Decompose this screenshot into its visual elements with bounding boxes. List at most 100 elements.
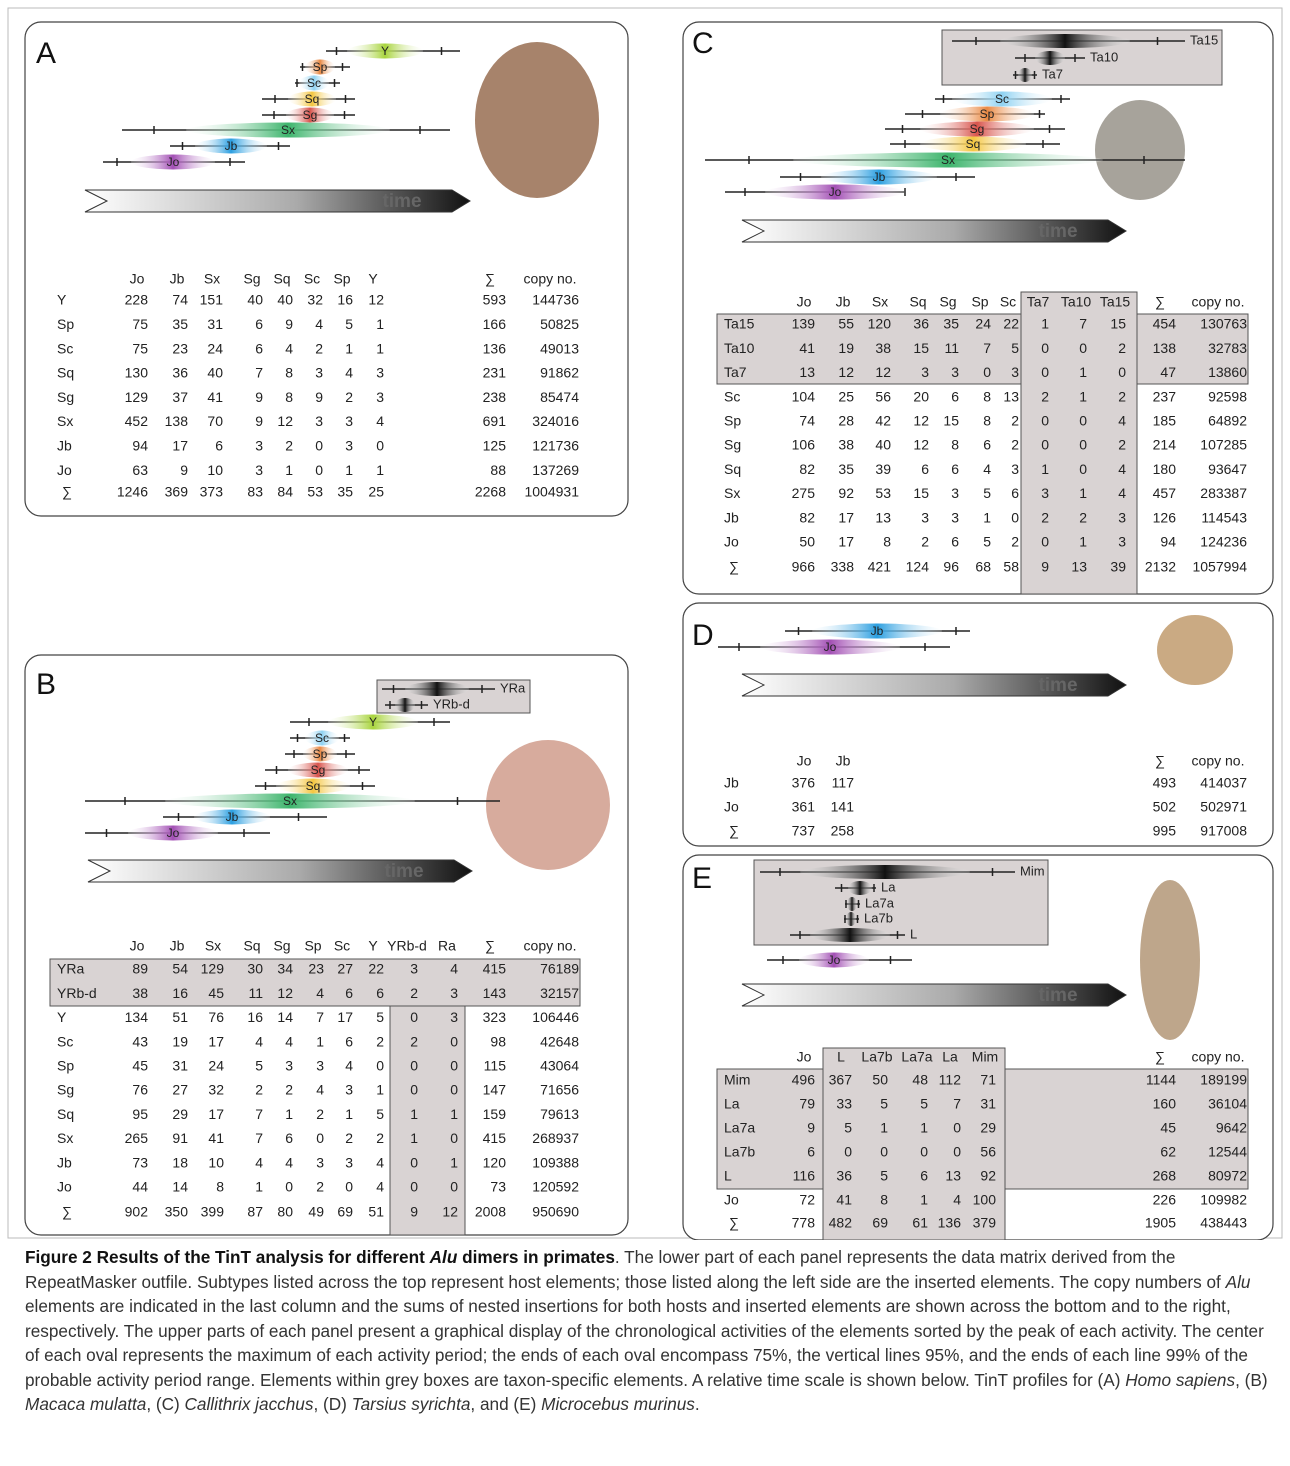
panel-label: D: [692, 619, 714, 652]
cell-value: 2: [316, 1106, 324, 1122]
row-label: Jo: [724, 534, 739, 550]
animal-illustration: [1157, 615, 1233, 685]
cell-value: 5: [376, 1009, 384, 1025]
cell-value: 36: [836, 1168, 852, 1184]
cell-value: 2: [1011, 534, 1019, 550]
copy-number: 1004931: [524, 484, 579, 500]
cell-value: 34: [277, 961, 293, 977]
column-header: Sc: [1000, 294, 1016, 310]
row-sum: 2132: [1145, 559, 1176, 575]
cell-value: 84: [277, 484, 293, 500]
cell-value: 0: [345, 1179, 353, 1195]
copy-number: 71656: [540, 1082, 579, 1098]
cell-value: 4: [983, 461, 991, 477]
copy-number: 1057994: [1192, 559, 1247, 575]
row-sum: 136: [483, 340, 507, 356]
cell-value: 69: [872, 1215, 888, 1231]
cell-value: 29: [980, 1120, 996, 1136]
column-header: Sc: [334, 938, 350, 954]
animal-illustration: [475, 42, 599, 198]
cell-value: 31: [207, 316, 223, 332]
cell-value: 13: [875, 509, 891, 525]
cell-value: 38: [875, 340, 891, 356]
cell-value: 40: [277, 292, 293, 308]
activity-label: Sq: [306, 779, 321, 793]
caption-title: Figure 2 Results of the TinT analysis fo…: [25, 1247, 430, 1267]
cell-value: 9: [285, 316, 293, 332]
cell-value: 74: [799, 413, 815, 429]
cell-value: 4: [376, 413, 384, 429]
cell-value: 0: [410, 1082, 418, 1098]
cell-value: 4: [1118, 461, 1126, 477]
cell-value: 6: [285, 1130, 293, 1146]
cell-value: 2: [315, 340, 323, 356]
row-sum: 159: [483, 1106, 507, 1122]
cell-value: 38: [838, 437, 854, 453]
cell-value: 50: [799, 534, 815, 550]
cell-value: 36: [913, 316, 929, 332]
column-header: Y: [368, 938, 378, 954]
inset-oval: [847, 897, 857, 911]
row-sum: 415: [483, 1130, 507, 1146]
cell-value: 2: [1118, 437, 1126, 453]
cell-value: 1: [285, 1106, 293, 1122]
cell-value: 0: [1079, 340, 1087, 356]
cell-value: 482: [829, 1215, 853, 1231]
cell-value: 50: [872, 1072, 888, 1088]
row-label: Jo: [724, 1192, 739, 1208]
copy-number: 32157: [540, 985, 579, 1001]
cell-value: 42: [875, 413, 891, 429]
row-sum: 115: [484, 1058, 507, 1074]
cell-value: 13: [1003, 388, 1019, 404]
cell-value: 19: [172, 1033, 188, 1049]
row-sum: 47: [1160, 364, 1176, 380]
cell-value: 338: [831, 559, 855, 575]
caption-text: Microcebus murinus: [541, 1394, 695, 1414]
row-label: Jo: [57, 1179, 72, 1195]
copy-number: 64892: [1208, 413, 1247, 429]
cell-value: 1: [1041, 316, 1049, 332]
cell-value: 2: [1118, 388, 1126, 404]
row-label: Y: [57, 292, 67, 308]
column-header: Sg: [939, 294, 956, 310]
cell-value: 6: [951, 534, 959, 550]
cell-value: 3: [315, 413, 323, 429]
copy-number: 106446: [532, 1009, 579, 1025]
row-label: Jo: [57, 462, 72, 478]
cell-value: 76: [208, 1009, 224, 1025]
cell-value: 79: [799, 1096, 815, 1112]
cell-value: 3: [285, 1058, 293, 1074]
cell-value: 71: [980, 1072, 996, 1088]
row-sum: 73: [490, 1179, 506, 1195]
cell-value: 63: [132, 462, 148, 478]
cell-value: 5: [844, 1120, 852, 1136]
caption-text: .: [695, 1394, 700, 1414]
cell-value: 1: [376, 462, 384, 478]
caption-text: Alu: [1226, 1272, 1251, 1292]
cell-value: 49: [308, 1204, 324, 1220]
row-label: Y: [57, 1009, 67, 1025]
cell-value: 4: [345, 365, 353, 381]
cell-value: 4: [376, 1179, 384, 1195]
cell-value: 15: [943, 413, 959, 429]
cell-value: 1: [920, 1120, 928, 1136]
row-label: La: [724, 1096, 740, 1112]
cell-value: 28: [838, 413, 854, 429]
cell-value: 83: [247, 484, 263, 500]
column-header: La7b: [861, 1049, 892, 1065]
activity-label: Sc: [307, 76, 321, 90]
cell-value: 3: [450, 985, 458, 1001]
cell-value: 14: [277, 1009, 293, 1025]
cell-value: 3: [921, 364, 929, 380]
cell-value: 4: [316, 1082, 324, 1098]
cell-value: 399: [201, 1204, 225, 1220]
activity-label: Sp: [313, 747, 328, 761]
row-sum: 502: [1153, 799, 1177, 815]
inset-label: La: [881, 879, 896, 894]
cell-value: 902: [125, 1204, 149, 1220]
total-label: ∑: [729, 1215, 739, 1231]
cell-value: 17: [172, 438, 188, 454]
cell-value: 228: [125, 292, 149, 308]
cell-value: 1: [285, 462, 293, 478]
time-label: time: [384, 861, 423, 882]
